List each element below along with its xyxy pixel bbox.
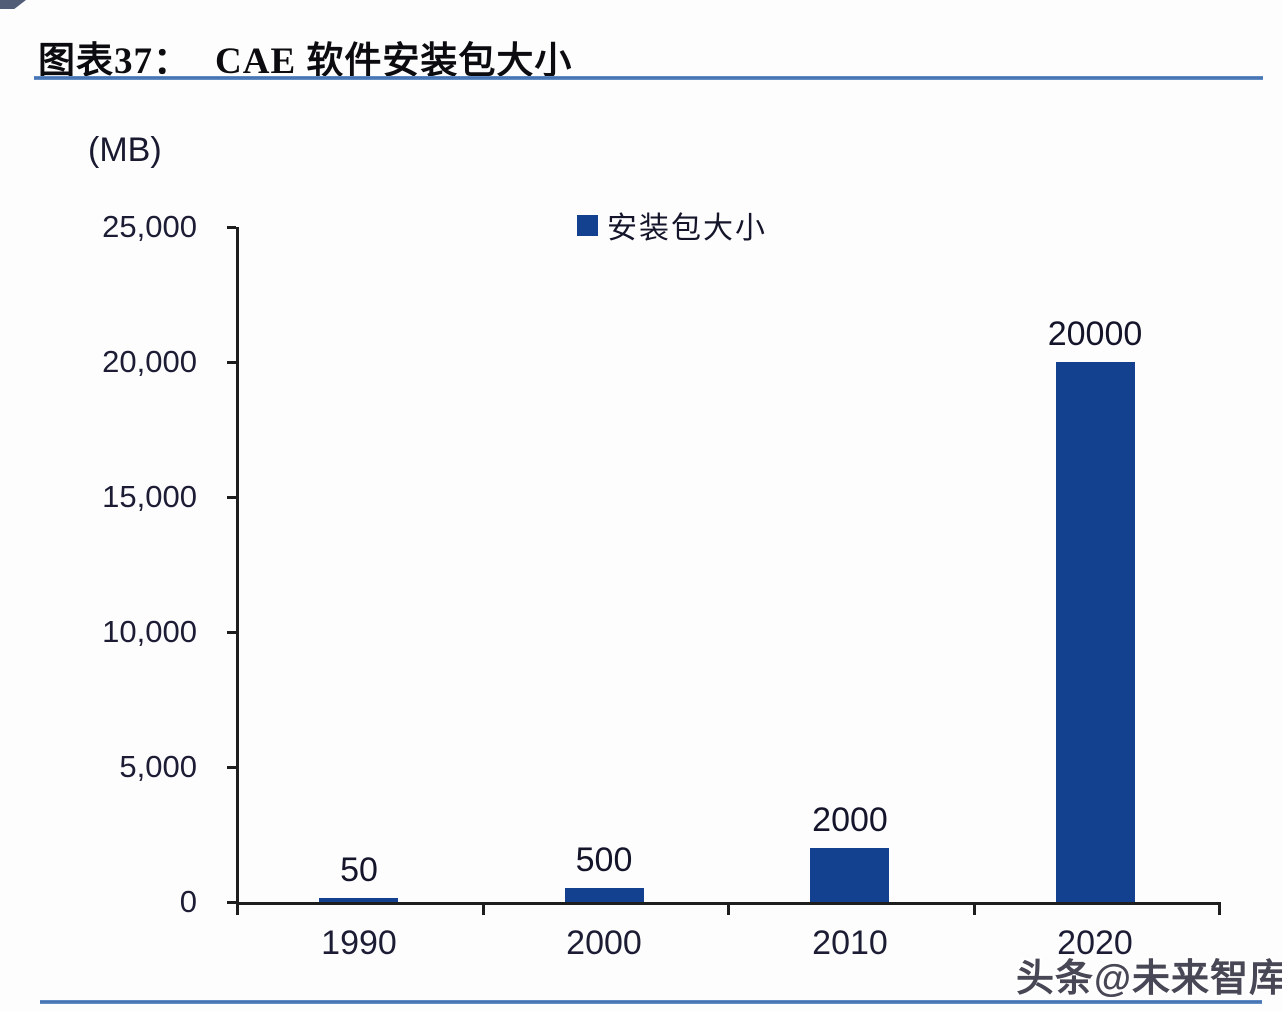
- x-tick-mark: [973, 902, 976, 915]
- chart-title: CAE 软件安装包大小: [215, 41, 573, 82]
- y-tick-mark: [227, 766, 236, 769]
- y-tick-label: 25,000: [102, 209, 197, 244]
- watermark-text: 头条@未来智库: [1016, 958, 1282, 1000]
- x-tick-label: 2020: [1057, 924, 1133, 962]
- y-axis-unit-label: (MB): [88, 131, 162, 169]
- y-tick-label: 5,000: [119, 749, 197, 784]
- chart-header: 图表37： CAE 软件安装包大小: [38, 30, 572, 84]
- x-tick-label: 1990: [321, 924, 397, 962]
- y-tick-mark: [227, 496, 236, 499]
- y-tick-label: 10,000: [102, 614, 197, 649]
- chart-legend: 安装包大小: [577, 203, 767, 247]
- y-tick-mark: [227, 901, 236, 904]
- x-tick-mark: [727, 902, 730, 915]
- chart-number-label: 图表37：: [38, 41, 191, 82]
- y-tick-label: 15,000: [102, 479, 197, 514]
- y-tick-label: 20,000: [102, 344, 197, 379]
- title-underline-rule: [34, 76, 1263, 80]
- y-tick-label: 0: [179, 884, 197, 919]
- bar-value-label: 2000: [812, 801, 888, 839]
- bar: [565, 888, 644, 902]
- y-tick-mark: [227, 361, 236, 364]
- y-tick-mark: [227, 631, 236, 634]
- x-tick-mark: [1218, 902, 1221, 915]
- bar-value-label: 50: [340, 851, 378, 889]
- x-tick-mark: [236, 902, 239, 915]
- bar-value-label: 500: [575, 841, 633, 879]
- y-axis-line: [236, 227, 239, 905]
- x-tick-label: 2000: [566, 924, 642, 962]
- legend-swatch-icon: [577, 214, 598, 236]
- corner-artifact-mark: [0, 0, 26, 9]
- legend-series-label: 安装包大小: [607, 212, 767, 245]
- y-tick-mark: [227, 226, 236, 229]
- bar: [319, 898, 398, 902]
- x-tick-mark: [482, 902, 485, 915]
- bar-value-label: 20000: [1047, 315, 1143, 353]
- bottom-rule: [40, 1000, 1262, 1004]
- x-tick-label: 2010: [812, 924, 888, 962]
- bar: [810, 848, 889, 902]
- bar: [1056, 362, 1135, 902]
